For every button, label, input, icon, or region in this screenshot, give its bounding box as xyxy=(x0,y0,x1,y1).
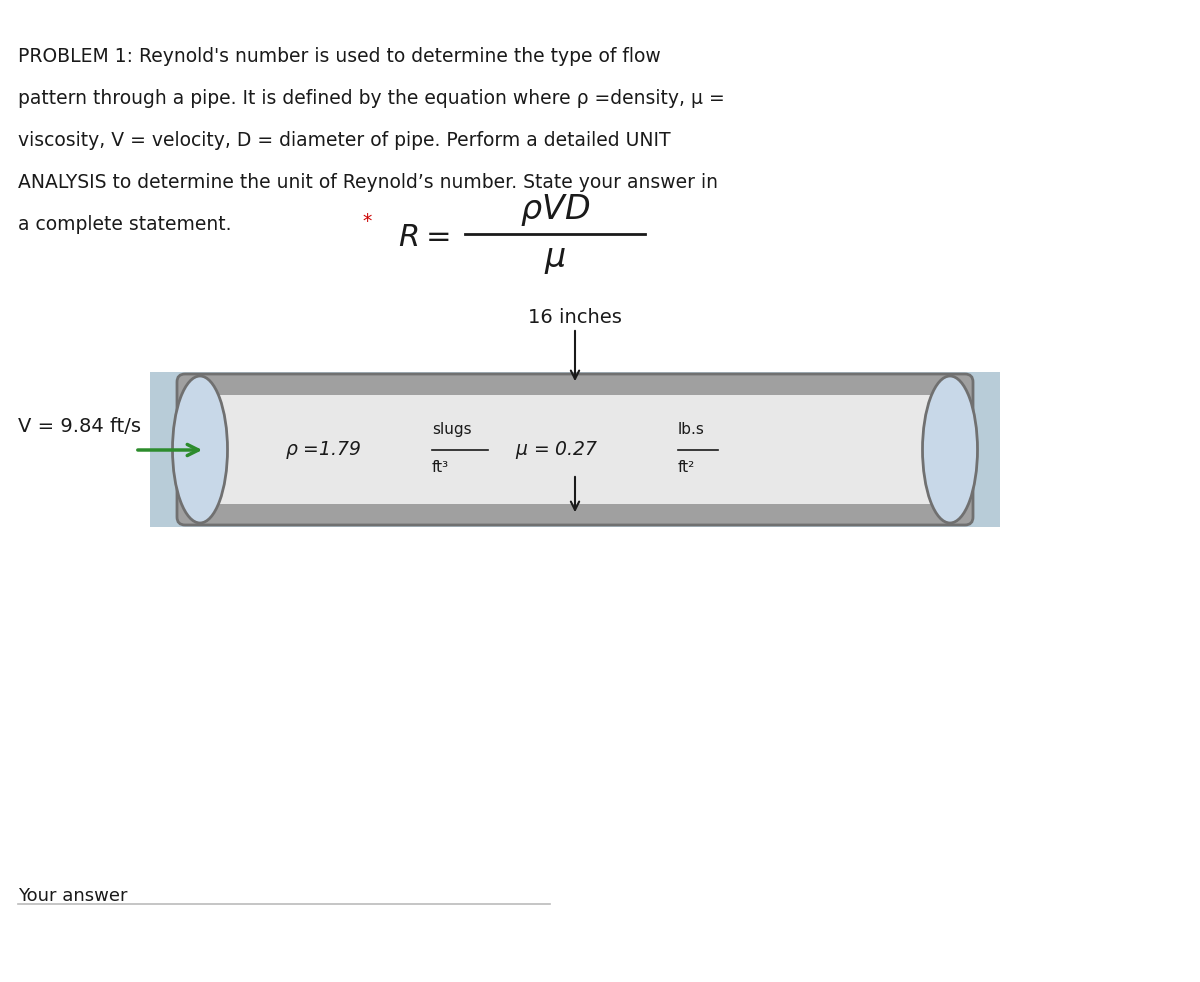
FancyBboxPatch shape xyxy=(150,372,1000,527)
Text: $\mu$: $\mu$ xyxy=(544,244,566,277)
Text: ANALYSIS to determine the unit of Reynold’s number. State your answer in: ANALYSIS to determine the unit of Reynol… xyxy=(18,173,718,192)
Text: $\mu$ = 0.27: $\mu$ = 0.27 xyxy=(515,439,598,461)
Ellipse shape xyxy=(923,376,978,523)
Text: 16 inches: 16 inches xyxy=(528,308,622,327)
Text: lb.s: lb.s xyxy=(678,422,704,437)
Text: $R =$: $R =$ xyxy=(398,223,450,251)
Text: $\rho VD$: $\rho VD$ xyxy=(520,192,590,228)
Text: a complete statement.: a complete statement. xyxy=(18,215,232,234)
Text: ft³: ft³ xyxy=(432,460,449,475)
Text: slugs: slugs xyxy=(432,422,472,437)
Text: $\rho$ =1.79: $\rho$ =1.79 xyxy=(286,439,361,461)
Text: Your answer: Your answer xyxy=(18,887,127,905)
Text: PROBLEM 1: Reynold's number is used to determine the type of flow: PROBLEM 1: Reynold's number is used to d… xyxy=(18,47,661,66)
Text: *: * xyxy=(362,212,371,231)
Text: ft²: ft² xyxy=(678,460,695,475)
Ellipse shape xyxy=(173,376,228,523)
FancyBboxPatch shape xyxy=(185,395,965,504)
Text: viscosity, V = velocity, D = diameter of pipe. Perform a detailed UNIT: viscosity, V = velocity, D = diameter of… xyxy=(18,131,671,150)
Text: V = 9.84 ft/s: V = 9.84 ft/s xyxy=(18,417,142,437)
Text: pattern through a pipe. It is defined by the equation where ρ =density, μ =: pattern through a pipe. It is defined by… xyxy=(18,89,725,108)
FancyBboxPatch shape xyxy=(178,374,973,525)
